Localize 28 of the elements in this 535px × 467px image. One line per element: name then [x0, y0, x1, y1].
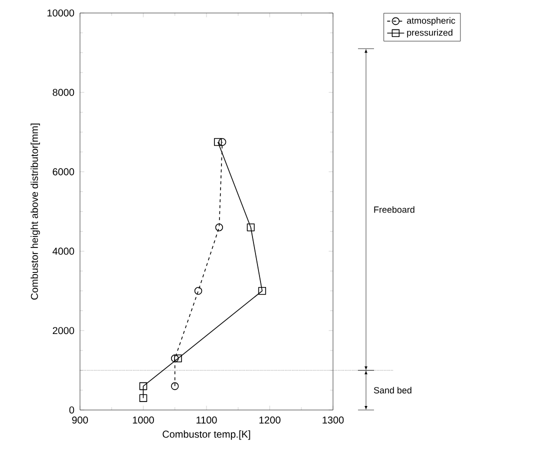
y-tick-label: 8000 — [52, 88, 74, 96]
y-tick-label: 6000 — [52, 168, 74, 176]
y-tick-label: 0 — [69, 406, 74, 414]
x-tick-label: 1300 — [322, 416, 344, 424]
x-tick-label: 1000 — [132, 416, 154, 424]
x-tick-label: 1100 — [196, 416, 217, 424]
y-tick-label: 2000 — [52, 327, 74, 334]
legend-label: pressurized — [407, 29, 452, 38]
point — [139, 394, 148, 402]
point — [215, 223, 224, 232]
y-tick-label: 4000 — [52, 248, 74, 255]
point — [170, 354, 179, 362]
text: Sand bed — [374, 386, 412, 394]
x-tick-label: 900 — [72, 416, 88, 424]
text: Freeboard — [374, 206, 414, 213]
x-axis-title: Combustor temp.[K] — [162, 430, 250, 440]
legend-label: atmospheric — [406, 17, 456, 26]
point — [258, 287, 266, 295]
point — [194, 287, 202, 295]
point — [170, 382, 179, 390]
point — [246, 223, 255, 232]
y-tick-label: 10000 — [48, 9, 74, 17]
point — [174, 354, 182, 362]
y-axis-title: Combustor height above distributor[mm] — [30, 124, 40, 300]
point — [218, 138, 226, 146]
point — [139, 382, 148, 390]
x-tick-label: 1200 — [259, 416, 280, 424]
point — [214, 138, 222, 146]
